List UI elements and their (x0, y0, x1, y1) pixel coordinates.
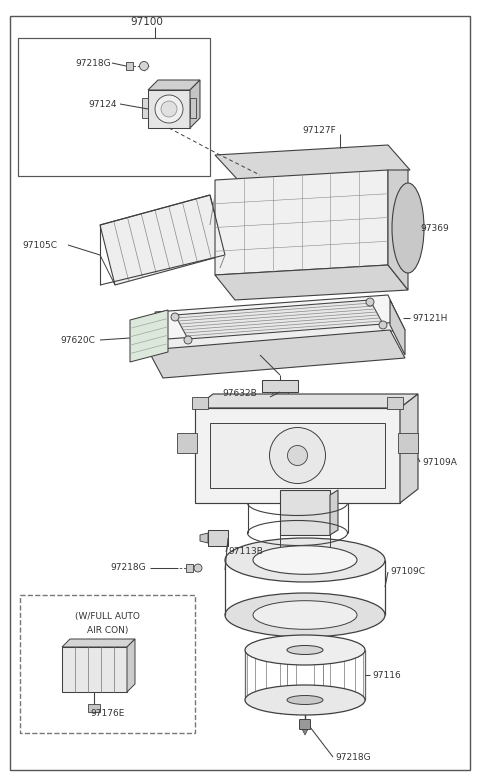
Text: AIR CON): AIR CON) (87, 626, 128, 636)
Polygon shape (177, 433, 197, 453)
Ellipse shape (253, 546, 357, 575)
Polygon shape (208, 530, 228, 546)
Polygon shape (62, 647, 127, 692)
Ellipse shape (225, 593, 385, 637)
Polygon shape (390, 300, 405, 355)
Polygon shape (195, 408, 400, 503)
Text: 97176E: 97176E (90, 709, 125, 717)
Polygon shape (192, 397, 208, 409)
Text: 97121H: 97121H (412, 314, 447, 322)
Polygon shape (155, 295, 400, 339)
Polygon shape (127, 639, 135, 692)
Text: 97218G: 97218G (110, 564, 145, 572)
Polygon shape (190, 98, 196, 118)
Text: 97369: 97369 (420, 223, 449, 233)
Polygon shape (195, 394, 418, 408)
Polygon shape (100, 195, 225, 285)
Polygon shape (262, 380, 298, 392)
Polygon shape (62, 639, 135, 647)
Polygon shape (148, 90, 190, 128)
Polygon shape (388, 170, 408, 290)
Circle shape (366, 298, 374, 306)
Text: 97218G: 97218G (335, 753, 371, 761)
Text: 97620C: 97620C (60, 336, 95, 344)
Polygon shape (126, 62, 133, 70)
FancyBboxPatch shape (300, 720, 311, 729)
Text: 97116: 97116 (372, 670, 401, 680)
Ellipse shape (225, 538, 385, 582)
Polygon shape (190, 80, 200, 128)
Polygon shape (200, 533, 208, 543)
Circle shape (155, 95, 183, 123)
Polygon shape (215, 170, 388, 275)
Text: 97113B: 97113B (228, 547, 263, 557)
Circle shape (171, 313, 179, 321)
Polygon shape (400, 394, 418, 503)
Polygon shape (215, 145, 410, 180)
Text: 97632B: 97632B (223, 389, 257, 397)
Polygon shape (330, 490, 338, 535)
Polygon shape (175, 300, 383, 339)
Polygon shape (186, 564, 193, 572)
Ellipse shape (287, 645, 323, 655)
Circle shape (161, 101, 177, 117)
Circle shape (140, 61, 148, 71)
Ellipse shape (392, 183, 424, 273)
Polygon shape (88, 704, 100, 712)
Text: 97109C: 97109C (390, 568, 425, 576)
Ellipse shape (245, 635, 365, 665)
Polygon shape (302, 729, 308, 735)
Ellipse shape (253, 601, 357, 630)
Polygon shape (148, 80, 200, 90)
Text: 97124: 97124 (88, 100, 117, 108)
Polygon shape (130, 310, 168, 362)
Ellipse shape (245, 685, 365, 715)
Bar (18, 38, 210, 176)
Text: (W/FULL AUTO: (W/FULL AUTO (75, 612, 140, 622)
Polygon shape (210, 423, 385, 488)
Bar (20, 595, 195, 733)
Text: 97127F: 97127F (302, 125, 336, 135)
Polygon shape (398, 433, 418, 453)
Text: 97105C: 97105C (22, 241, 57, 249)
Polygon shape (387, 397, 403, 409)
Circle shape (184, 336, 192, 344)
Polygon shape (272, 392, 288, 400)
Circle shape (194, 564, 202, 572)
Ellipse shape (287, 695, 323, 705)
Polygon shape (148, 330, 405, 378)
Text: 97109A: 97109A (422, 458, 457, 466)
Polygon shape (148, 300, 405, 350)
Polygon shape (215, 265, 408, 300)
Text: 97218G: 97218G (75, 59, 110, 67)
Circle shape (288, 445, 308, 466)
Polygon shape (142, 98, 148, 118)
Circle shape (269, 427, 325, 484)
Text: 97100: 97100 (130, 17, 163, 27)
Polygon shape (280, 490, 330, 535)
Circle shape (379, 321, 387, 329)
